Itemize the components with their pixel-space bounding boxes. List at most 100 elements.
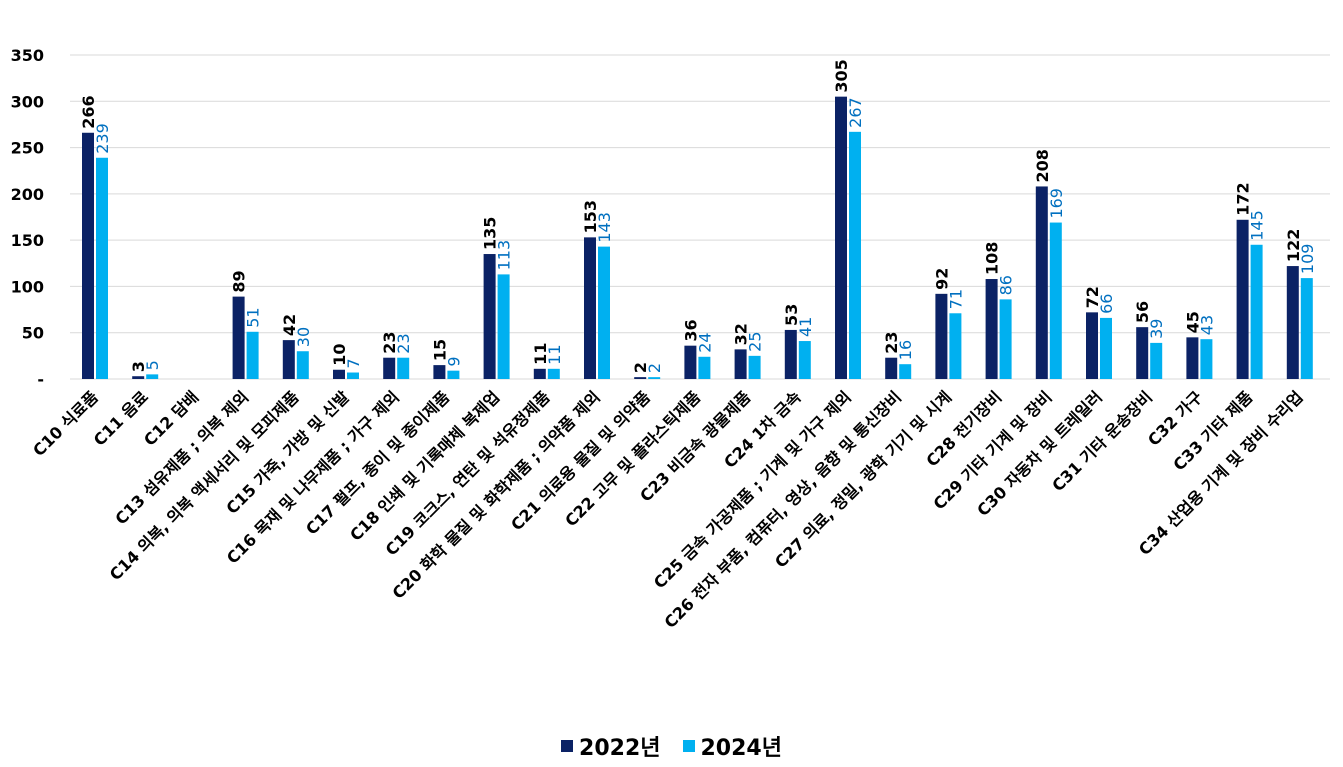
y-tick-label: 200 xyxy=(11,185,44,204)
data-label-2022: 122 xyxy=(1284,229,1303,262)
data-label-2022: 10 xyxy=(330,343,349,365)
bar-2022 xyxy=(82,132,94,379)
data-label-2022: 108 xyxy=(983,242,1002,275)
bar-2022 xyxy=(935,293,948,379)
data-label-2024: 25 xyxy=(746,331,765,351)
data-label-2022: 305 xyxy=(832,59,851,92)
data-label-2024: 41 xyxy=(796,317,815,337)
data-label-2022: 72 xyxy=(1083,286,1102,308)
data-label-2022: 135 xyxy=(481,217,500,250)
bar-2022 xyxy=(483,254,496,379)
data-label-2024: 267 xyxy=(846,97,865,128)
bar-2024 xyxy=(1150,342,1163,379)
legend-swatch-2022 xyxy=(561,740,574,752)
data-label-2022: 32 xyxy=(732,323,751,345)
bar-2024 xyxy=(1250,244,1263,379)
bar-2024 xyxy=(296,351,309,379)
y-tick-label: 350 xyxy=(11,46,44,65)
bar-2024 xyxy=(748,355,761,379)
bar-2024 xyxy=(648,377,661,379)
data-label-2024: 43 xyxy=(1197,315,1216,335)
y-tick-label: 250 xyxy=(11,139,44,158)
data-label-2024: 109 xyxy=(1298,244,1317,275)
data-label-2024: 16 xyxy=(896,340,915,360)
legend: 2022년 2024년 xyxy=(0,730,1343,762)
data-label-2024: 169 xyxy=(1047,188,1066,219)
x-tick-label: C10 식료품 xyxy=(29,387,102,460)
data-label-2024: 2 xyxy=(645,363,664,373)
bar-2022 xyxy=(734,349,747,379)
data-label-2024: 71 xyxy=(946,289,965,309)
bar-2024 xyxy=(949,313,962,379)
bar-2024 xyxy=(347,372,359,379)
bar-2022 xyxy=(985,279,998,379)
data-label-2022: 11 xyxy=(531,343,550,365)
data-label-2024: 9 xyxy=(444,356,463,366)
bar-2024 xyxy=(96,157,108,379)
data-label-2024: 239 xyxy=(93,123,112,154)
bar-2022 xyxy=(634,377,647,379)
data-label-2024: 5 xyxy=(143,360,162,370)
data-label-2022: 36 xyxy=(681,319,700,341)
data-label-2024: 86 xyxy=(997,275,1016,295)
data-label-2022: 53 xyxy=(782,304,801,326)
bar-2022 xyxy=(1236,219,1249,379)
bar-2024 xyxy=(246,331,259,379)
bar-2024 xyxy=(798,341,811,379)
bar-2024 xyxy=(1100,317,1112,379)
data-label-2022: 92 xyxy=(932,268,951,290)
bar-2022 xyxy=(533,368,546,379)
bar-2022 xyxy=(383,357,396,379)
data-label-2024: 145 xyxy=(1248,210,1267,241)
data-label-2024: 51 xyxy=(244,307,263,327)
data-label-2022: 23 xyxy=(882,331,901,353)
bar-2022 xyxy=(835,96,847,380)
legend-item-2022: 2022년 xyxy=(561,730,661,762)
bar-2022 xyxy=(1136,327,1149,379)
bar-2024 xyxy=(497,274,510,379)
bar-2024 xyxy=(547,368,560,379)
bar-2024 xyxy=(899,364,912,379)
data-label-2022: 56 xyxy=(1133,301,1152,323)
bar-2022 xyxy=(1286,266,1299,379)
legend-label-2022: 2022년 xyxy=(579,736,661,761)
data-label-2024: 7 xyxy=(344,358,363,368)
bar-2022 xyxy=(1186,337,1199,379)
data-label-2022: 42 xyxy=(280,314,299,336)
data-label-2024: 30 xyxy=(294,327,313,347)
y-tick-label: 150 xyxy=(11,231,44,250)
data-label-2022: 3 xyxy=(129,361,148,372)
bar-2022 xyxy=(433,365,446,379)
bar-2024 xyxy=(598,246,610,379)
data-label-2022: 23 xyxy=(380,331,399,353)
bar-2024 xyxy=(999,299,1012,379)
y-tick-label: 50 xyxy=(22,324,44,343)
bar-2022 xyxy=(333,369,345,379)
bar-2024 xyxy=(146,374,159,379)
data-label-2022: 2 xyxy=(631,362,650,373)
data-label-2022: 208 xyxy=(1033,149,1052,182)
data-label-2024: 11 xyxy=(545,344,564,364)
y-tick-label: - xyxy=(37,370,44,389)
bar-2022 xyxy=(684,345,697,379)
bar-2022 xyxy=(1086,312,1098,379)
bar-2022 xyxy=(132,376,145,379)
bar-2024 xyxy=(1200,339,1213,379)
y-tick-label: 100 xyxy=(11,277,44,296)
bar-2022 xyxy=(885,357,898,379)
data-label-2022: 266 xyxy=(79,95,98,128)
data-label-2022: 89 xyxy=(230,270,249,292)
data-label-2022: 153 xyxy=(581,200,600,233)
data-label-2024: 113 xyxy=(495,240,514,271)
bar-2022 xyxy=(232,296,245,379)
y-tick-label: 300 xyxy=(11,92,44,111)
data-label-2022: 45 xyxy=(1183,311,1202,333)
bar-2022 xyxy=(1035,186,1048,379)
data-label-2024: 39 xyxy=(1147,319,1166,339)
x-tick-label: C26 전자 부품, 컴퓨터, 영상, 음향 및 통신장비 xyxy=(661,387,905,631)
legend-label-2024: 2024년 xyxy=(700,736,782,761)
bar-2024 xyxy=(698,356,711,379)
bar-2024 xyxy=(397,357,410,379)
bar-2024 xyxy=(849,131,861,379)
